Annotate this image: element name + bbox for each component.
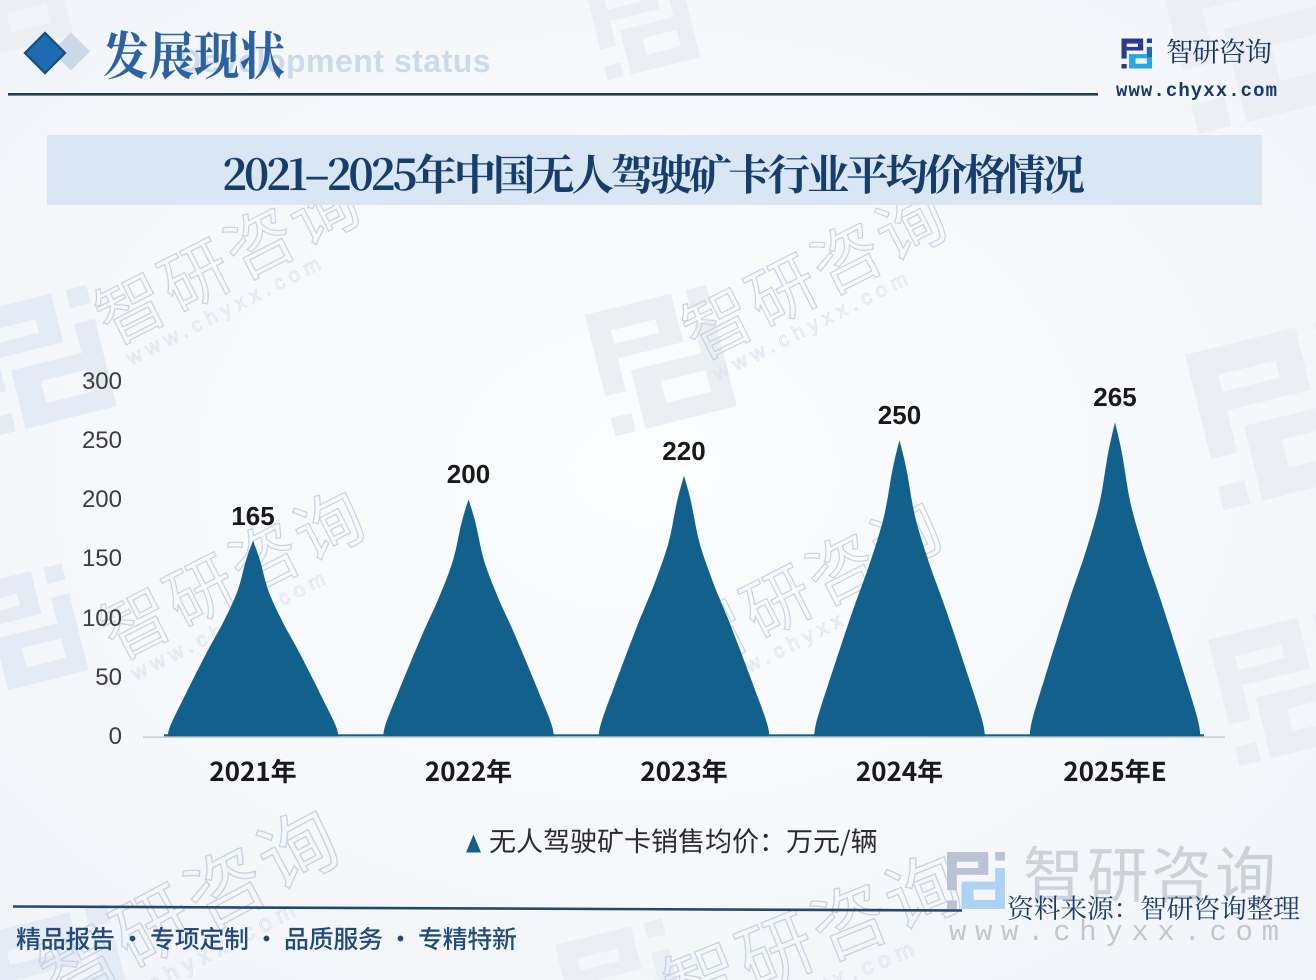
svg-text:265: 265 [1093, 382, 1136, 412]
svg-text:100: 100 [82, 605, 122, 632]
svg-text:220: 220 [662, 436, 705, 466]
svg-text:165: 165 [231, 501, 274, 531]
svg-text:250: 250 [82, 427, 122, 454]
svg-text:250: 250 [878, 400, 921, 430]
svg-text:200: 200 [82, 486, 122, 513]
svg-text:200: 200 [447, 459, 490, 489]
svg-text:300: 300 [82, 368, 122, 395]
svg-text:150: 150 [82, 545, 122, 572]
svg-text:50: 50 [95, 664, 122, 691]
svg-text:0: 0 [109, 723, 122, 750]
svg-text:www.chyxx.com: www.chyxx.com [1116, 80, 1277, 102]
svg-text:www.chyxx.com: www.chyxx.com [949, 916, 1279, 949]
